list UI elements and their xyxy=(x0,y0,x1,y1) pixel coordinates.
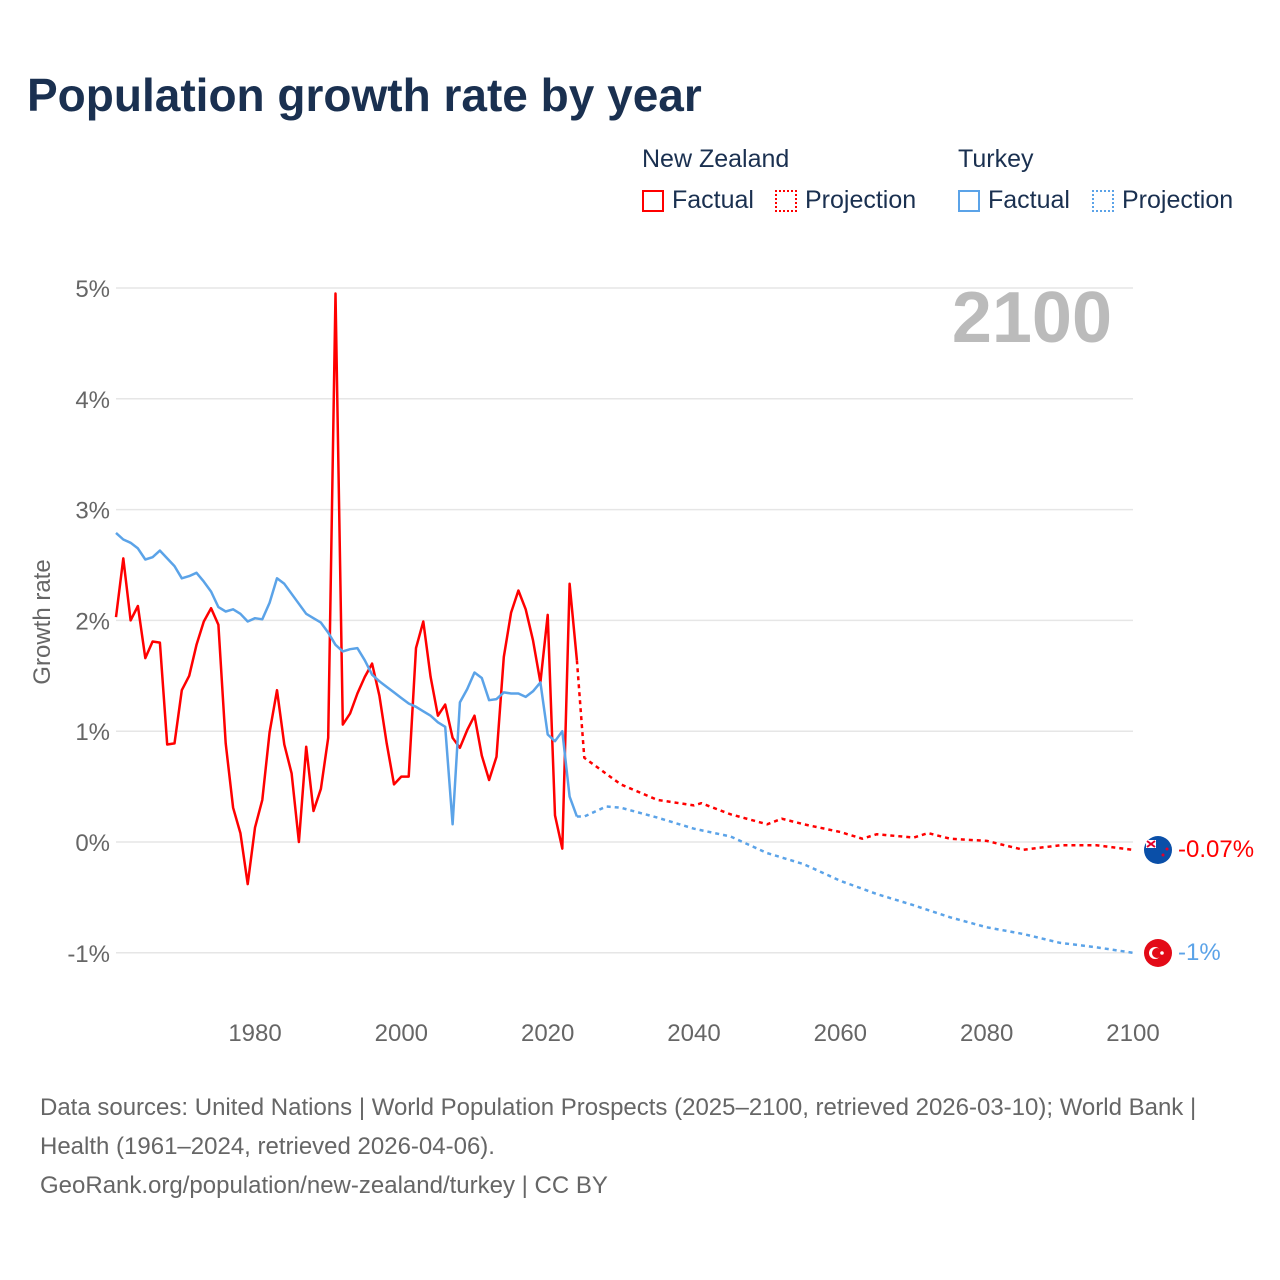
legend-swatch xyxy=(775,189,797,212)
chart-title: Population growth rate by year xyxy=(27,69,702,121)
legend-nz-projection[interactable]: Projection xyxy=(775,186,916,215)
x-tick-label: 1980 xyxy=(228,1020,281,1047)
y-tick-label: 4% xyxy=(75,387,110,414)
legend-label: Factual xyxy=(672,186,754,214)
turkey-flag-icon xyxy=(1144,939,1172,967)
legend-label: Projection xyxy=(805,186,917,214)
x-tick-label: 2040 xyxy=(667,1020,720,1047)
series-line-new-zealand-projection xyxy=(575,660,1134,852)
series-line-turkey-projection xyxy=(576,805,1134,955)
x-tick-label: 2080 xyxy=(960,1020,1013,1047)
x-tick-label: 2000 xyxy=(375,1020,428,1047)
legend-tr-heading: Turkey xyxy=(958,145,1034,173)
legend-nz-factual[interactable]: Factual xyxy=(642,186,754,215)
x-tick-label: 2060 xyxy=(814,1020,867,1047)
y-tick-label: 0% xyxy=(75,830,110,857)
legend-swatch xyxy=(1092,189,1114,212)
x-tick-label: 2020 xyxy=(521,1020,574,1047)
y-tick-label: 5% xyxy=(75,276,110,303)
legend-nz-heading: New Zealand xyxy=(642,145,790,173)
legend-label: Factual xyxy=(988,186,1070,214)
line-chart: -1% 0% 1% 2% 3% 4% 5% 1980 2000 2020 2040 2060 2080 2… xyxy=(29,276,1254,1047)
y-tick-label: -1% xyxy=(67,941,110,968)
legend-swatch xyxy=(642,189,664,212)
legend-label: Projection xyxy=(1122,186,1234,214)
legend-tr-factual[interactable]: Factual xyxy=(958,186,1070,215)
nz-end-label: -0.07% xyxy=(1178,836,1254,863)
year-display: 2100 xyxy=(952,278,1112,358)
legend-swatch xyxy=(958,189,980,212)
series-line-new-zealand-factual xyxy=(114,292,579,886)
y-tick-label: 1% xyxy=(75,719,110,746)
turkey-end-label: -1% xyxy=(1178,939,1221,966)
y-tick-label: 2% xyxy=(75,608,110,635)
legend-tr-projection[interactable]: Projection xyxy=(1092,186,1233,215)
data-sources: Data sources: United Nations | World Pop… xyxy=(40,1094,1197,1160)
y-tick-label: 3% xyxy=(75,498,110,525)
source-link[interactable]: GeoRank.org/population/new-zealand/turke… xyxy=(40,1172,608,1199)
footer: Data sources: United Nations | World Pop… xyxy=(40,1088,1240,1205)
series-line-turkey-factual xyxy=(115,531,579,826)
y-axis-label: Growth rate xyxy=(29,559,56,684)
x-tick-label: 2100 xyxy=(1106,1020,1159,1047)
nz-flag-icon xyxy=(1144,836,1172,864)
